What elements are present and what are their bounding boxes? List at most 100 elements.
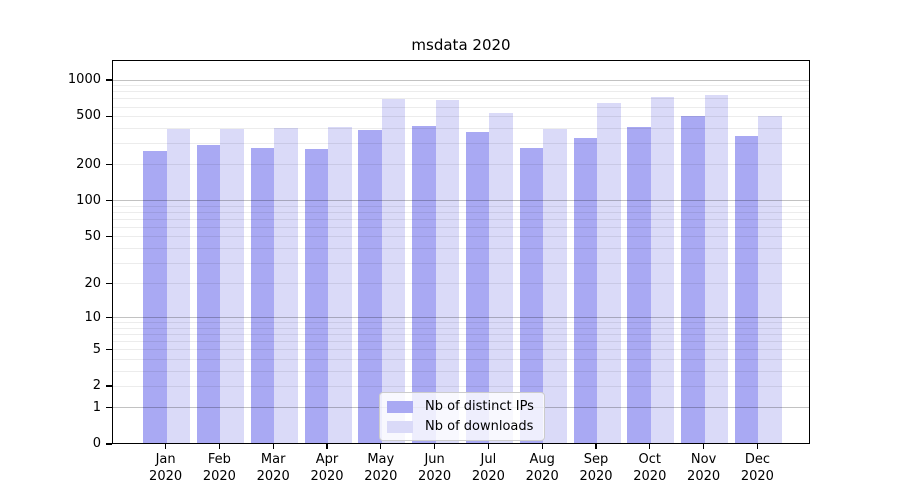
y-tick-mark: [106, 115, 112, 118]
x-tick-mark: [541, 444, 543, 449]
legend-label-downloads: Nb of downloads: [425, 419, 534, 434]
x-tick-label-feb: Feb 2020: [202, 452, 236, 484]
x-tick-mark: [487, 444, 490, 449]
x-tick-label-oct: Oct 2020: [633, 452, 667, 484]
chart-title: msdata 2020: [411, 36, 511, 54]
bar-distinct-ips-dec: [734, 135, 759, 443]
bar-downloads-sep: [597, 102, 621, 443]
gridline-minor: [113, 262, 809, 264]
bar-distinct-ips-mar: [250, 148, 275, 443]
gridline-minor: [113, 322, 809, 324]
legend-swatch-distinct-ips: [387, 400, 413, 413]
bar-downloads-aug: [543, 129, 567, 443]
y-tick-mark: [106, 236, 112, 238]
y-tick-label: 20: [84, 275, 101, 291]
x-tick-mark: [272, 444, 274, 449]
x-tick-label-sep: Sep 2020: [579, 452, 613, 484]
x-tick-label-jun: Jun 2020: [418, 452, 452, 484]
x-tick-mark: [218, 444, 221, 449]
gridline-minor: [113, 370, 809, 372]
bar-downloads-jan: [166, 129, 191, 443]
x-tick-mark: [433, 444, 436, 449]
gridline-minor: [113, 358, 809, 360]
bar-distinct-ips-nov: [681, 116, 705, 443]
gridline-minor: [113, 85, 809, 87]
x-tick-label-apr: Apr 2020: [310, 452, 344, 484]
gridlines-layer: [113, 61, 809, 443]
legend-row: Nb of distinct IPs: [387, 399, 534, 414]
bar-distinct-ips-feb: [196, 145, 221, 443]
gridline-minor: [113, 236, 809, 238]
y-tick-mark: [106, 348, 112, 351]
legend: Nb of distinct IPs Nb of downloads: [379, 392, 545, 441]
gridline-minor: [113, 341, 809, 343]
gridline-minor: [113, 116, 809, 117]
y-tick-mark: [106, 163, 112, 166]
legend-swatch-downloads: [387, 420, 413, 433]
y-tick-label: 1: [92, 399, 101, 415]
gridline-minor: [113, 227, 809, 228]
x-tick-label-aug: Aug 2020: [525, 452, 559, 484]
y-tick-mark: [106, 443, 112, 445]
y-tick-label: 500: [76, 108, 101, 124]
bar-distinct-ips-oct: [627, 127, 651, 443]
gridline-major: [113, 79, 809, 81]
x-tick-label-mar: Mar 2020: [256, 452, 290, 484]
plot-area: [112, 60, 810, 444]
y-tick-mark: [106, 317, 112, 319]
x-tick-label-jul: Jul 2020: [471, 452, 505, 484]
x-tick-label-dec: Dec 2020: [740, 452, 774, 484]
legend-row: Nb of downloads: [387, 419, 534, 434]
gridline-minor: [113, 164, 809, 166]
y-tick-mark: [106, 385, 112, 387]
y-tick-label: 50: [84, 228, 101, 244]
gridline-minor: [113, 127, 809, 129]
bar-distinct-ips-jan: [143, 150, 167, 443]
bar-downloads-jul: [489, 112, 513, 443]
y-tick-label: 10: [84, 309, 101, 325]
gridline-minor: [113, 327, 809, 329]
gridline-minor: [113, 106, 809, 108]
y-tick-mark: [106, 282, 112, 285]
bar-downloads-may: [381, 98, 406, 443]
bar-distinct-ips-may: [358, 129, 382, 443]
gridline-major: [113, 200, 809, 202]
gridline-minor: [113, 247, 809, 249]
gridline-minor: [113, 334, 809, 335]
bar-distinct-ips-aug: [519, 147, 544, 443]
bar-downloads-oct: [650, 97, 675, 443]
y-tick-label: 0: [92, 436, 101, 451]
x-tick-mark: [756, 444, 759, 449]
bar-downloads-mar: [274, 127, 298, 443]
gridline-minor: [113, 91, 809, 93]
gridline-minor: [113, 349, 809, 351]
bar-distinct-ips-jun: [412, 125, 436, 443]
gridline-minor: [113, 98, 809, 100]
bar-downloads-dec: [758, 116, 782, 443]
x-tick-mark: [164, 444, 167, 449]
gridline-minor: [113, 219, 809, 220]
gridline-minor: [113, 283, 809, 285]
x-tick-label-nov: Nov 2020: [687, 452, 721, 484]
x-tick-mark: [649, 444, 651, 449]
y-tick-label: 1000: [67, 72, 101, 87]
bar-downloads-nov: [704, 94, 729, 443]
gridline-major: [113, 317, 809, 319]
y-tick-mark: [106, 79, 112, 81]
x-tick-label-jan: Jan 2020: [149, 452, 183, 484]
x-tick-mark: [595, 444, 597, 449]
x-tick-label-may: May 2020: [364, 452, 398, 484]
gridline-minor: [113, 142, 809, 144]
y-tick-label: 200: [76, 156, 101, 172]
bar-downloads-feb: [220, 129, 244, 443]
gridline-minor: [113, 385, 809, 387]
bars-layer: [113, 61, 809, 443]
bar-distinct-ips-jul: [465, 132, 490, 443]
gridline-minor: [113, 205, 809, 207]
x-tick-mark: [702, 444, 705, 449]
x-tick-mark: [380, 444, 382, 449]
gridline-minor: [113, 212, 809, 214]
y-tick-label: 2: [92, 378, 101, 394]
x-tick-mark: [326, 444, 328, 449]
